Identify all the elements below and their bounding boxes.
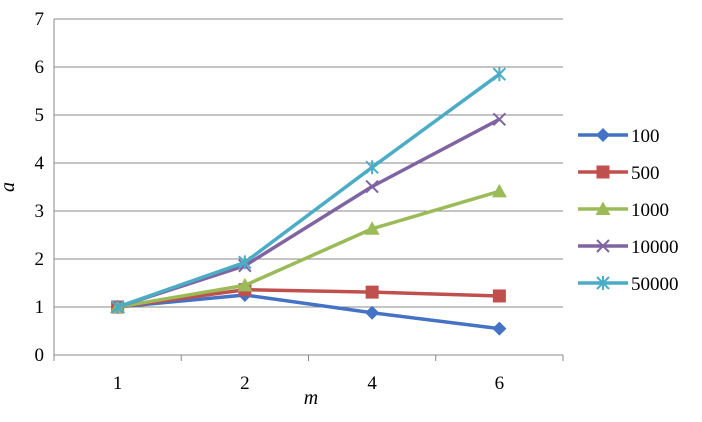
axes: 0 1 2 3 4 5 6 7 1 2 4 6	[35, 9, 564, 394]
x-tick-label: 4	[367, 373, 377, 394]
x-tick-label: 2	[240, 373, 250, 394]
data-point	[492, 112, 507, 127]
y-tick-label: 0	[35, 345, 45, 366]
legend-item: 50000	[578, 274, 679, 295]
data-point	[110, 300, 125, 314]
legend-item: 10000	[578, 237, 679, 258]
data-point	[365, 305, 380, 320]
data-point	[492, 67, 507, 82]
series-50000	[110, 67, 507, 314]
series-line	[117, 72, 501, 309]
x-tick-label: 6	[495, 373, 505, 394]
data-point	[365, 285, 379, 299]
data-point	[364, 221, 380, 235]
series-group	[110, 67, 507, 336]
x-axis-title: m	[304, 387, 318, 409]
data-point	[491, 183, 507, 198]
x-tick-label: 1	[113, 373, 123, 394]
y-axis-title: a	[0, 182, 19, 192]
series-line	[117, 293, 500, 331]
legend-marker	[596, 276, 610, 290]
data-point	[238, 255, 252, 270]
y-tick-label: 1	[35, 297, 45, 318]
legend-label: 500	[631, 163, 660, 184]
series-line	[117, 287, 500, 309]
legend-item: 100	[578, 126, 660, 147]
data-point	[492, 321, 507, 336]
gridlines	[54, 18, 563, 308]
legend-label: 10000	[631, 237, 679, 258]
legend: 100 500 1000 10000 50000	[578, 126, 679, 295]
y-tick-label: 2	[35, 249, 45, 270]
legend-marker	[596, 239, 610, 253]
data-point	[237, 277, 253, 292]
legend-marker	[596, 165, 610, 179]
legend-marker	[596, 128, 610, 142]
legend-item: 1000	[578, 200, 669, 221]
y-tick-label: 3	[35, 201, 45, 222]
y-tick-label: 7	[35, 9, 45, 30]
y-tick-label: 6	[35, 57, 45, 78]
data-point	[492, 289, 506, 303]
legend-label: 1000	[631, 200, 669, 221]
data-point	[365, 179, 379, 194]
legend-label: 50000	[631, 274, 679, 295]
data-point	[365, 160, 379, 175]
series-line	[117, 189, 500, 309]
legend-label: 100	[631, 126, 660, 147]
legend-marker	[595, 201, 611, 215]
y-tick-label: 5	[35, 105, 45, 126]
legend-item: 500	[578, 163, 660, 184]
y-tick-label: 4	[35, 153, 45, 174]
